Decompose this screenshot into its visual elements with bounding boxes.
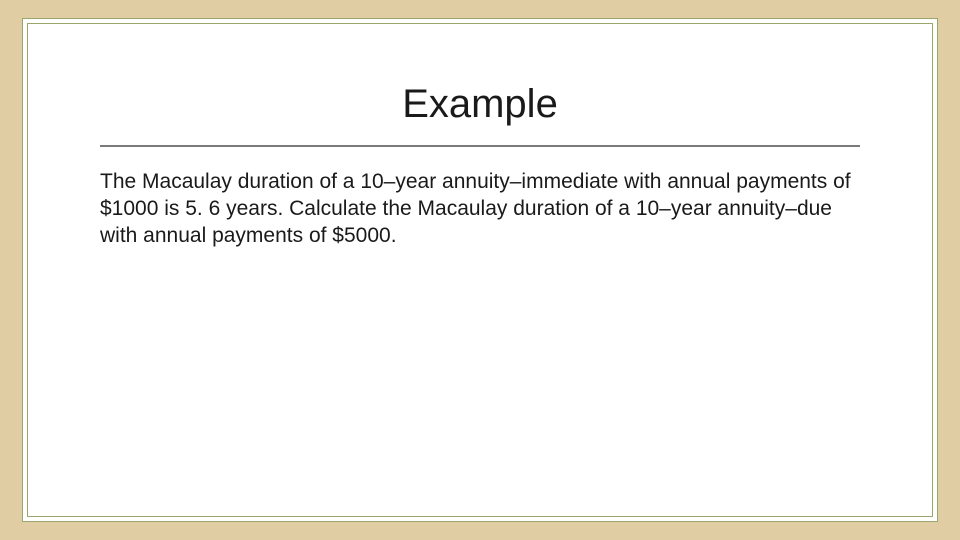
slide-card-outer: Example The Macaulay duration of a 10–ye… [22, 18, 938, 522]
title-underline-rule [100, 145, 860, 147]
slide-body-text: The Macaulay duration of a 10–year annui… [100, 169, 860, 250]
slide-title: Example [100, 82, 860, 127]
slide-card-inner: Example The Macaulay duration of a 10–ye… [27, 23, 933, 517]
